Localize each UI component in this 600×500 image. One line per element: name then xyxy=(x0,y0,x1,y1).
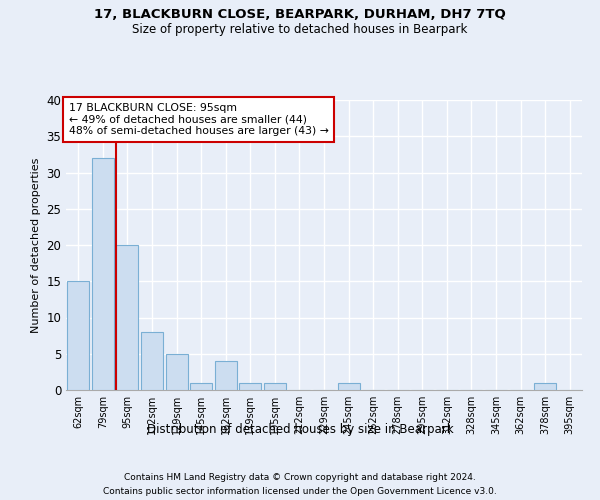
Bar xyxy=(166,354,188,390)
Bar xyxy=(67,281,89,390)
Text: Contains public sector information licensed under the Open Government Licence v3: Contains public sector information licen… xyxy=(103,488,497,496)
Bar xyxy=(215,361,237,390)
Bar xyxy=(92,158,114,390)
Text: 17, BLACKBURN CLOSE, BEARPARK, DURHAM, DH7 7TQ: 17, BLACKBURN CLOSE, BEARPARK, DURHAM, D… xyxy=(94,8,506,20)
Bar xyxy=(239,383,262,390)
Text: Contains HM Land Registry data © Crown copyright and database right 2024.: Contains HM Land Registry data © Crown c… xyxy=(124,472,476,482)
Text: Size of property relative to detached houses in Bearpark: Size of property relative to detached ho… xyxy=(133,22,467,36)
Bar xyxy=(534,383,556,390)
Bar xyxy=(338,383,359,390)
Bar xyxy=(141,332,163,390)
Bar xyxy=(116,245,139,390)
Bar xyxy=(190,383,212,390)
Text: Distribution of detached houses by size in Bearpark: Distribution of detached houses by size … xyxy=(146,422,454,436)
Bar xyxy=(264,383,286,390)
Y-axis label: Number of detached properties: Number of detached properties xyxy=(31,158,41,332)
Text: 17 BLACKBURN CLOSE: 95sqm
← 49% of detached houses are smaller (44)
48% of semi-: 17 BLACKBURN CLOSE: 95sqm ← 49% of detac… xyxy=(68,103,328,136)
